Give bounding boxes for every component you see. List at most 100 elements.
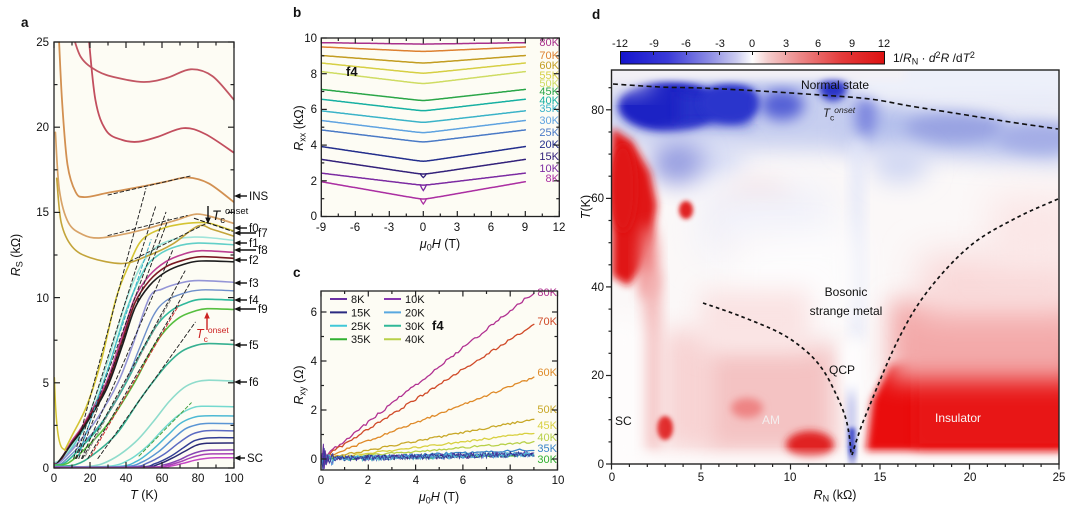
svg-text:60K: 60K: [539, 60, 559, 72]
svg-text:-3: -3: [715, 38, 725, 50]
svg-text:25K: 25K: [539, 127, 559, 139]
svg-text:6: 6: [311, 104, 317, 116]
svg-text:5: 5: [43, 378, 49, 390]
svg-text:0: 0: [598, 459, 604, 471]
svg-text:Rxy (Ω): Rxy (Ω): [292, 365, 308, 404]
svg-text:40: 40: [591, 282, 604, 294]
svg-text:4: 4: [311, 140, 318, 152]
svg-text:10: 10: [784, 472, 797, 484]
svg-text:f4: f4: [249, 295, 259, 307]
svg-text:0: 0: [420, 222, 426, 234]
svg-text:20: 20: [964, 472, 977, 484]
svg-text:RN (kΩ): RN (kΩ): [814, 488, 857, 504]
svg-text:20K: 20K: [405, 307, 425, 319]
svg-text:Tconset: Tconset: [212, 206, 249, 226]
svg-text:12: 12: [878, 38, 890, 50]
svg-text:9: 9: [522, 222, 528, 234]
svg-text:40: 40: [120, 473, 133, 485]
svg-text:25: 25: [36, 37, 49, 49]
svg-text:f7: f7: [258, 228, 268, 240]
svg-text:25: 25: [1053, 472, 1066, 484]
svg-text:a: a: [21, 15, 29, 30]
svg-text:80: 80: [591, 105, 604, 117]
svg-text:f8: f8: [258, 245, 268, 257]
svg-text:-6: -6: [350, 222, 360, 234]
svg-text:0: 0: [311, 211, 317, 223]
svg-text:Insulator: Insulator: [935, 411, 981, 425]
svg-text:20: 20: [591, 370, 604, 382]
svg-text:45K: 45K: [537, 420, 557, 432]
svg-text:70K: 70K: [537, 316, 557, 328]
svg-text:50K: 50K: [537, 404, 557, 416]
svg-text:T (K): T (K): [130, 488, 158, 502]
svg-text:12: 12: [553, 222, 566, 234]
svg-text:6: 6: [488, 222, 494, 234]
svg-text:b: b: [293, 5, 301, 20]
svg-text:50K: 50K: [539, 78, 559, 90]
svg-text:35K: 35K: [351, 334, 371, 346]
svg-text:25K: 25K: [351, 321, 371, 333]
svg-text:35K: 35K: [537, 443, 557, 455]
svg-text:Tconset: Tconset: [823, 105, 856, 123]
svg-text:80: 80: [192, 473, 205, 485]
svg-text:80K: 80K: [539, 37, 559, 49]
svg-text:8K: 8K: [351, 294, 365, 306]
svg-text:AM: AM: [762, 413, 780, 427]
svg-text:15K: 15K: [351, 307, 371, 319]
svg-text:0: 0: [51, 473, 57, 485]
svg-text:0: 0: [311, 454, 317, 466]
svg-text:10K: 10K: [539, 163, 559, 175]
svg-text:30K: 30K: [405, 321, 425, 333]
svg-text:6: 6: [815, 38, 821, 50]
svg-text:0: 0: [318, 475, 324, 487]
svg-text:μ0H (T): μ0H (T): [418, 490, 459, 506]
svg-text:8: 8: [311, 69, 317, 81]
svg-text:Tconset: Tconset: [196, 325, 229, 344]
svg-text:40K: 40K: [537, 432, 557, 444]
svg-text:35K: 35K: [539, 103, 559, 115]
svg-text:10: 10: [304, 33, 317, 45]
svg-text:-9: -9: [316, 222, 326, 234]
svg-text:60K: 60K: [537, 367, 557, 379]
svg-text:40K: 40K: [405, 334, 425, 346]
svg-text:30K: 30K: [539, 115, 559, 127]
svg-text:f5: f5: [249, 340, 259, 352]
svg-text:20: 20: [84, 473, 97, 485]
svg-text:-3: -3: [384, 222, 394, 234]
svg-text:f0: f0: [249, 223, 259, 235]
svg-text:4: 4: [413, 475, 420, 487]
svg-text:2: 2: [365, 475, 371, 487]
svg-text:2: 2: [311, 405, 317, 417]
svg-text:15: 15: [36, 207, 49, 219]
svg-text:9: 9: [849, 38, 855, 50]
svg-text:6: 6: [460, 475, 466, 487]
svg-text:μ0H (T): μ0H (T): [419, 237, 460, 253]
svg-text:f4: f4: [432, 318, 444, 333]
svg-text:10K: 10K: [405, 294, 425, 306]
svg-text:SC: SC: [247, 453, 263, 465]
svg-text:10: 10: [36, 293, 49, 305]
svg-text:6: 6: [311, 307, 317, 319]
svg-text:f3: f3: [249, 278, 259, 290]
svg-text:40K: 40K: [539, 95, 559, 107]
svg-text:0: 0: [749, 38, 755, 50]
svg-text:d: d: [592, 7, 600, 22]
svg-text:15K: 15K: [539, 151, 559, 163]
svg-text:15: 15: [874, 472, 887, 484]
svg-text:2: 2: [311, 176, 317, 188]
svg-text:10: 10: [552, 475, 565, 487]
svg-text:20K: 20K: [539, 139, 559, 151]
svg-text:70K: 70K: [539, 50, 559, 62]
svg-text:QCP: QCP: [829, 363, 855, 377]
svg-text:strange metal: strange metal: [810, 304, 883, 318]
svg-text:c: c: [293, 265, 301, 280]
svg-text:T(K): T(K): [579, 195, 593, 219]
svg-text:-6: -6: [681, 38, 691, 50]
svg-text:1/RN · d2R /dT2: 1/RN · d2R /dT2: [893, 50, 975, 67]
svg-text:30K: 30K: [537, 454, 557, 466]
svg-text:-12: -12: [612, 38, 628, 50]
svg-text:0: 0: [43, 463, 49, 475]
svg-text:Bosonic: Bosonic: [825, 285, 868, 299]
svg-text:45K: 45K: [539, 86, 559, 98]
svg-text:100: 100: [224, 473, 243, 485]
